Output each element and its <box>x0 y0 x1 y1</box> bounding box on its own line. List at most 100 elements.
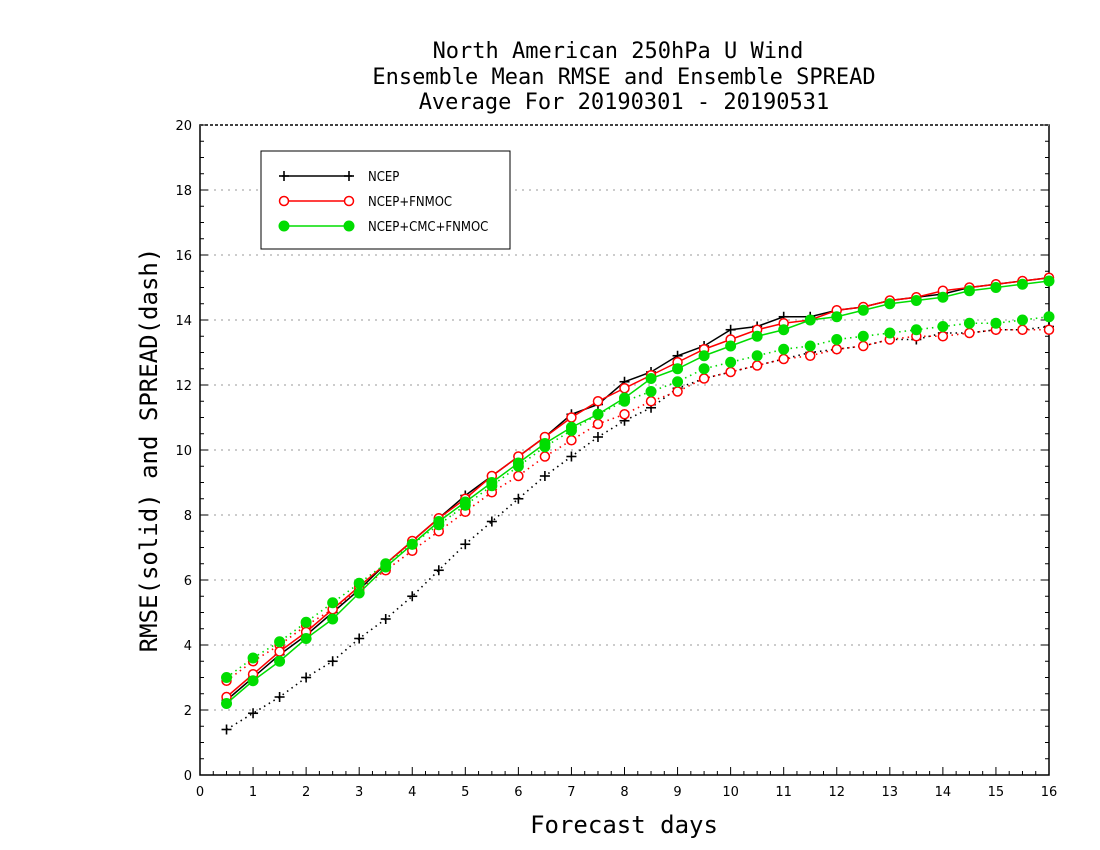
open-circle-marker <box>937 331 949 342</box>
ncep-fnmoc-spread-point <box>1017 324 1028 335</box>
plus-marker <box>248 708 259 719</box>
filled-circle-marker <box>990 317 1002 329</box>
ncep-spread-point <box>274 692 285 702</box>
filled-circle-marker <box>565 421 577 433</box>
y-tick-label: 16 <box>175 249 192 264</box>
open-circle-marker <box>274 646 285 657</box>
x-tick-label: 12 <box>828 785 845 800</box>
x-tick-label: 9 <box>673 785 681 800</box>
ncep-spread-point <box>354 633 365 644</box>
filled-circle-marker <box>910 324 922 336</box>
x-tick-label: 7 <box>567 785 575 800</box>
filled-circle-marker <box>353 587 365 599</box>
filled-circle-marker <box>380 561 392 573</box>
ncep-spread-point <box>513 493 524 504</box>
filled-circle-marker <box>343 220 355 232</box>
ncep-cmc-fnmoc-rmse-point <box>539 438 551 449</box>
ncep-cmc-fnmoc-rmse-point <box>353 587 365 599</box>
open-circle-marker <box>751 360 763 371</box>
filled-circle-marker <box>512 457 524 469</box>
plus-marker <box>460 539 471 550</box>
ncep-cmc-fnmoc-spread-point <box>963 317 975 329</box>
ncep-fnmoc-spread-point <box>566 435 577 446</box>
ncep-cmc-fnmoc-spread-point <box>645 386 657 397</box>
filled-circle-marker <box>221 698 233 709</box>
open-circle-marker <box>672 386 683 397</box>
plus-marker <box>433 565 444 576</box>
filled-circle-marker <box>751 330 763 342</box>
ncep-cmc-fnmoc-rmse-point <box>300 633 312 644</box>
ncep-spread-line <box>226 325 1050 731</box>
ncep-cmc-fnmoc-rmse-point <box>778 324 790 336</box>
ncep-cmc-fnmoc-spread-point <box>804 340 816 352</box>
ncep-cmc-fnmoc-rmse-point <box>990 282 1002 293</box>
open-circle-marker <box>698 373 710 384</box>
ncep-cmc-fnmoc-spread-point <box>884 327 896 339</box>
filled-circle-marker <box>274 636 286 648</box>
data-series <box>221 272 1055 735</box>
ncep-cmc-fnmoc-spread-point <box>725 356 737 368</box>
open-circle-marker <box>1017 324 1028 335</box>
filled-circle-marker <box>327 597 339 609</box>
filled-circle-marker <box>274 655 286 667</box>
filled-circle-marker <box>884 298 896 310</box>
filled-circle-marker <box>353 577 365 589</box>
y-tick-label: 8 <box>184 509 192 524</box>
filled-circle-marker <box>300 616 312 628</box>
plus-marker <box>327 656 338 667</box>
ncep-spread-point <box>460 539 471 550</box>
x-tick-label: 11 <box>775 785 792 800</box>
ncep-spread-point <box>433 565 444 576</box>
ncep-cmc-fnmoc-rmse-point <box>274 655 286 667</box>
ncep-cmc-fnmoc-rmse-point <box>1016 278 1028 290</box>
open-circle-marker <box>858 340 869 352</box>
ncep-cmc-fnmoc-rmse-point <box>247 675 259 687</box>
open-circle-marker <box>964 327 975 339</box>
grid-lines <box>200 189 1049 711</box>
y-tick-label: 6 <box>184 574 192 589</box>
ncep-spread-point <box>407 591 418 602</box>
plus-marker <box>354 633 365 644</box>
ncep-cmc-fnmoc-rmse-point <box>433 516 445 527</box>
filled-circle-marker <box>857 330 869 342</box>
filled-circle-marker <box>698 350 710 362</box>
ncep-fnmoc-spread-point <box>1043 324 1055 335</box>
filled-circle-marker <box>619 392 630 404</box>
ncep-fnmoc-rmse-point <box>566 412 577 423</box>
filled-circle-marker <box>1043 275 1055 287</box>
ncep-cmc-fnmoc-rmse-point <box>406 538 418 550</box>
filled-circle-marker <box>221 672 233 683</box>
ncep-cmc-fnmoc-rmse-point <box>459 496 471 508</box>
y-tick-label: 14 <box>175 314 192 329</box>
ncep-cmc-fnmoc-spread-line <box>226 315 1050 679</box>
ncep-cmc-fnmoc-rmse-point <box>725 340 737 352</box>
filled-circle-marker <box>645 373 657 384</box>
open-circle-marker <box>645 396 657 407</box>
legend-box <box>260 150 511 250</box>
ncep-cmc-fnmoc-rmse-point <box>380 561 392 573</box>
x-tick-label: 1 <box>249 785 257 800</box>
filled-circle-marker <box>433 516 445 527</box>
filled-circle-marker <box>937 291 949 303</box>
filled-circle-marker <box>247 675 259 687</box>
ncep-cmc-fnmoc-spread-point <box>300 616 312 628</box>
ncep-cmc-fnmoc-rmse-point <box>619 392 630 404</box>
ncep-fnmoc-spread-point <box>831 344 842 355</box>
ncep-cmc-fnmoc-rmse-point <box>831 311 843 323</box>
ncep-fnmoc-spread-point <box>619 409 630 420</box>
ncep-cmc-fnmoc-spread-point <box>1016 314 1028 326</box>
ncep-cmc-fnmoc-spread-point <box>831 334 843 345</box>
ncep-cmc-fnmoc-rmse-point <box>592 408 604 420</box>
x-tick-label: 6 <box>514 785 522 800</box>
y-tick-label: 4 <box>184 639 192 654</box>
filled-circle-marker <box>247 652 259 664</box>
ncep-fnmoc-rmse-point <box>592 396 604 407</box>
plus-marker <box>539 471 550 481</box>
filled-circle-marker <box>778 343 790 355</box>
x-tick-label: 3 <box>355 785 363 800</box>
open-circle-marker <box>592 396 604 407</box>
plus-marker <box>592 432 603 442</box>
legend-swatch-marker-end <box>343 220 355 232</box>
x-tick-label: 13 <box>882 785 899 800</box>
legend-label: NCEP+FNMOC <box>368 195 452 210</box>
